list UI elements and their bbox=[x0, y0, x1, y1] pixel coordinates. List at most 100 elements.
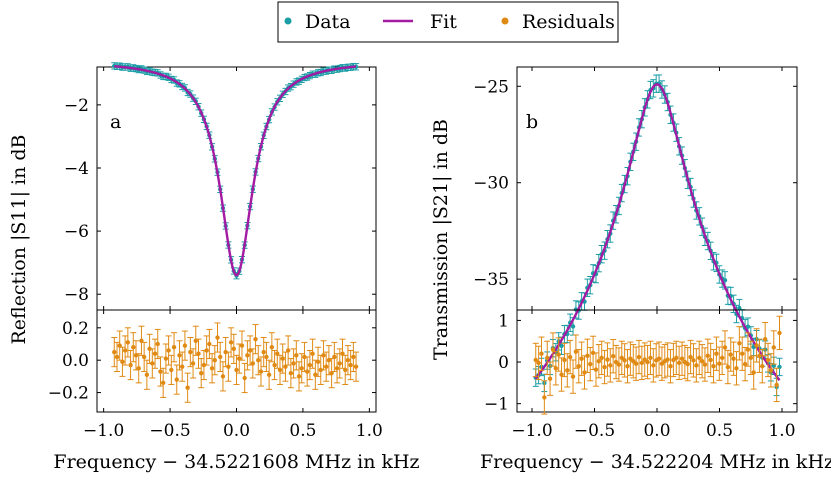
residual-point bbox=[668, 364, 673, 369]
residual-point bbox=[261, 349, 266, 355]
main-plot-frame bbox=[516, 66, 798, 311]
y-tick-label: −30 bbox=[473, 174, 509, 194]
residual-point bbox=[631, 359, 636, 364]
legend-fit-label: Fit bbox=[430, 11, 457, 33]
residual-point bbox=[714, 351, 719, 356]
residual-point bbox=[740, 351, 745, 356]
residual-point bbox=[699, 359, 705, 364]
residual-point bbox=[179, 364, 185, 369]
residual-point bbox=[155, 341, 160, 347]
residual-point bbox=[559, 372, 564, 377]
panel-a-residual-plot: −1.0 −0.5 0.0 0.5 1.0 0.2 0.0 −0.2 bbox=[48, 67, 383, 441]
residual-point bbox=[679, 356, 685, 361]
residual-point bbox=[237, 356, 242, 361]
residual-point bbox=[610, 354, 616, 359]
residual-point bbox=[613, 359, 619, 365]
residual-point bbox=[567, 354, 573, 360]
residual-point bbox=[633, 361, 639, 366]
residual-point bbox=[294, 353, 299, 358]
residual-point bbox=[688, 354, 693, 360]
residual-point bbox=[226, 364, 231, 369]
residual-point bbox=[616, 362, 622, 367]
residual-point bbox=[648, 355, 653, 361]
x-tick-label: −0.5 bbox=[574, 421, 615, 441]
residual-y-tick-label: 1 bbox=[498, 311, 509, 331]
residual-point bbox=[705, 353, 711, 358]
panel-b: −25 −30 −35 −1.0 −0.5 0.0 0.5 1.0 1 0 −1 Transmis… bbox=[430, 66, 831, 473]
residual-point bbox=[275, 351, 280, 356]
residual-point bbox=[762, 336, 768, 342]
residual-point bbox=[593, 367, 599, 372]
residual-point bbox=[120, 359, 125, 365]
residual-point bbox=[351, 354, 356, 360]
residual-point bbox=[745, 347, 751, 352]
residual-point bbox=[731, 356, 736, 361]
residual-point bbox=[307, 362, 313, 368]
residual-point bbox=[169, 367, 174, 373]
x-tick-label: 0.5 bbox=[289, 421, 316, 441]
residual-y-tick-label: 0 bbox=[498, 353, 509, 373]
residual-point bbox=[659, 361, 665, 366]
residual-point bbox=[283, 364, 288, 369]
residual-point bbox=[228, 340, 234, 345]
residual-point bbox=[332, 354, 337, 360]
x-tick-label: 1.0 bbox=[768, 421, 795, 441]
residual-point bbox=[269, 345, 275, 350]
residual-y-tick-label: −0.2 bbox=[48, 384, 89, 404]
residual-point bbox=[160, 380, 166, 386]
residual-point bbox=[588, 361, 593, 367]
residual-point bbox=[573, 349, 579, 354]
residual-point bbox=[676, 360, 682, 366]
residual-point bbox=[728, 352, 733, 357]
residual-point bbox=[545, 355, 550, 361]
y-tick-label: −35 bbox=[473, 270, 509, 290]
residual-point bbox=[337, 361, 342, 366]
residual-point bbox=[304, 369, 310, 374]
residual-point bbox=[288, 370, 294, 376]
panel-a-main-plot: −2 −4 −6 −8 bbox=[64, 62, 377, 311]
residual-point bbox=[310, 351, 315, 356]
residual-point bbox=[188, 349, 193, 355]
residual-point bbox=[665, 357, 670, 362]
residual-point bbox=[256, 357, 261, 363]
residual-point bbox=[264, 354, 269, 360]
x-tick-label: −1.0 bbox=[83, 421, 124, 441]
residual-point bbox=[694, 363, 699, 368]
residual-point bbox=[231, 346, 237, 352]
legend-data-label: Data bbox=[305, 11, 351, 33]
residual-point bbox=[765, 357, 771, 363]
residual-point bbox=[550, 347, 556, 352]
data-point bbox=[570, 324, 576, 329]
residual-point bbox=[245, 353, 250, 358]
residual-point bbox=[326, 357, 332, 363]
residual-point bbox=[585, 353, 590, 358]
residual-point bbox=[556, 352, 561, 357]
residual-point bbox=[608, 363, 613, 368]
data-point bbox=[722, 278, 728, 283]
residual-point bbox=[725, 364, 731, 370]
residual-point bbox=[340, 351, 345, 356]
residual-point bbox=[711, 364, 716, 369]
residual-point bbox=[628, 356, 633, 361]
residual-point bbox=[182, 343, 188, 348]
residual-point bbox=[602, 364, 607, 370]
panel-a-ylabel: Reflection |S11| in dB bbox=[8, 134, 30, 344]
residual-point bbox=[141, 354, 147, 360]
legend-residuals-label: Residuals bbox=[522, 11, 615, 33]
residual-point bbox=[771, 345, 776, 350]
residual-point bbox=[674, 355, 679, 361]
residual-point bbox=[734, 366, 739, 371]
residual-point bbox=[136, 366, 141, 371]
residual-point bbox=[579, 356, 584, 361]
residual-point bbox=[719, 355, 725, 361]
residual-point bbox=[754, 343, 759, 348]
y-tick-label: −6 bbox=[64, 222, 89, 242]
residual-point bbox=[218, 354, 223, 360]
residual-point bbox=[131, 345, 136, 350]
panel-b-residual-plot: −1.0 −0.5 0.0 0.5 1.0 1 0 −1 bbox=[484, 67, 798, 441]
residual-point bbox=[253, 336, 258, 342]
residual-point bbox=[639, 360, 645, 366]
residual-point bbox=[152, 351, 158, 356]
residual-point bbox=[163, 356, 169, 361]
residual-point bbox=[565, 368, 570, 373]
